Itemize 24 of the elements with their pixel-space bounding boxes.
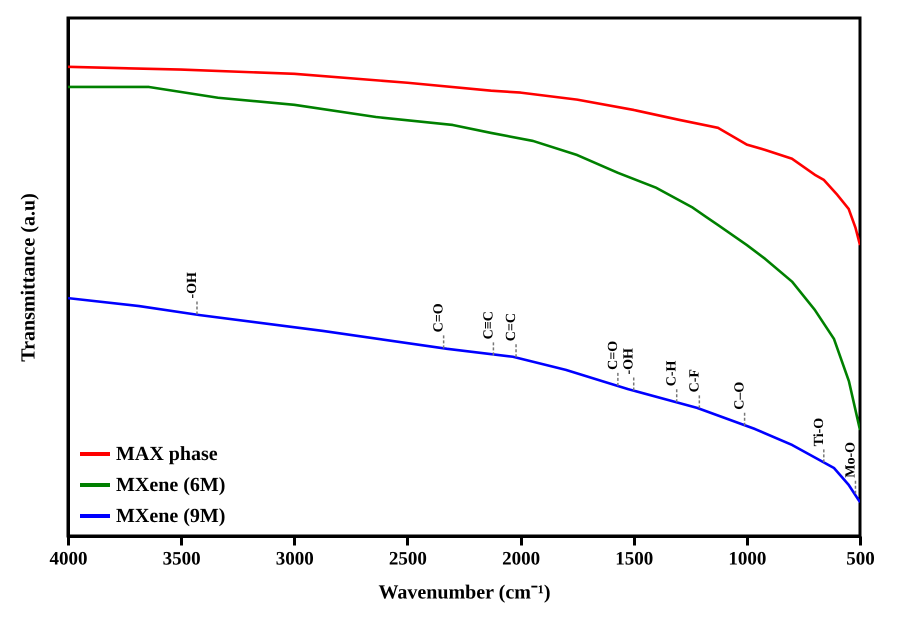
x-tick-label: 3500 (162, 548, 201, 570)
x-tick-label: 1500 (615, 548, 654, 570)
legend-label: MXene (9M) (116, 505, 226, 527)
annotation: C≡C (481, 311, 496, 340)
annotation: C=C (504, 313, 520, 342)
legend-label: MXene (6M) (116, 474, 226, 496)
annotation: C=O (606, 340, 621, 370)
annotation: C–O (732, 382, 748, 410)
legend-label: MAX phase (116, 443, 218, 465)
y-axis-title: Transmittance (a.u) (18, 193, 40, 362)
annotation: -OH (184, 272, 200, 299)
annotation: C=O (432, 303, 447, 332)
x-axis-title: Wavenumber (cm⁻¹) (378, 582, 551, 604)
x-tick-label: 2500 (388, 548, 427, 570)
annotation: C-H (664, 360, 680, 386)
annotation: Ti-O (812, 418, 827, 446)
annotation: Mo-O (843, 442, 858, 478)
annotation: -OH (622, 348, 637, 375)
x-tick-label: 3000 (276, 548, 314, 570)
x-tick-label: 1000 (728, 548, 766, 570)
x-tick-label: 2000 (502, 548, 540, 570)
x-tick-label: 4000 (50, 548, 88, 570)
annotation: C-F (687, 369, 702, 392)
x-tick-label: 500 (846, 548, 875, 570)
